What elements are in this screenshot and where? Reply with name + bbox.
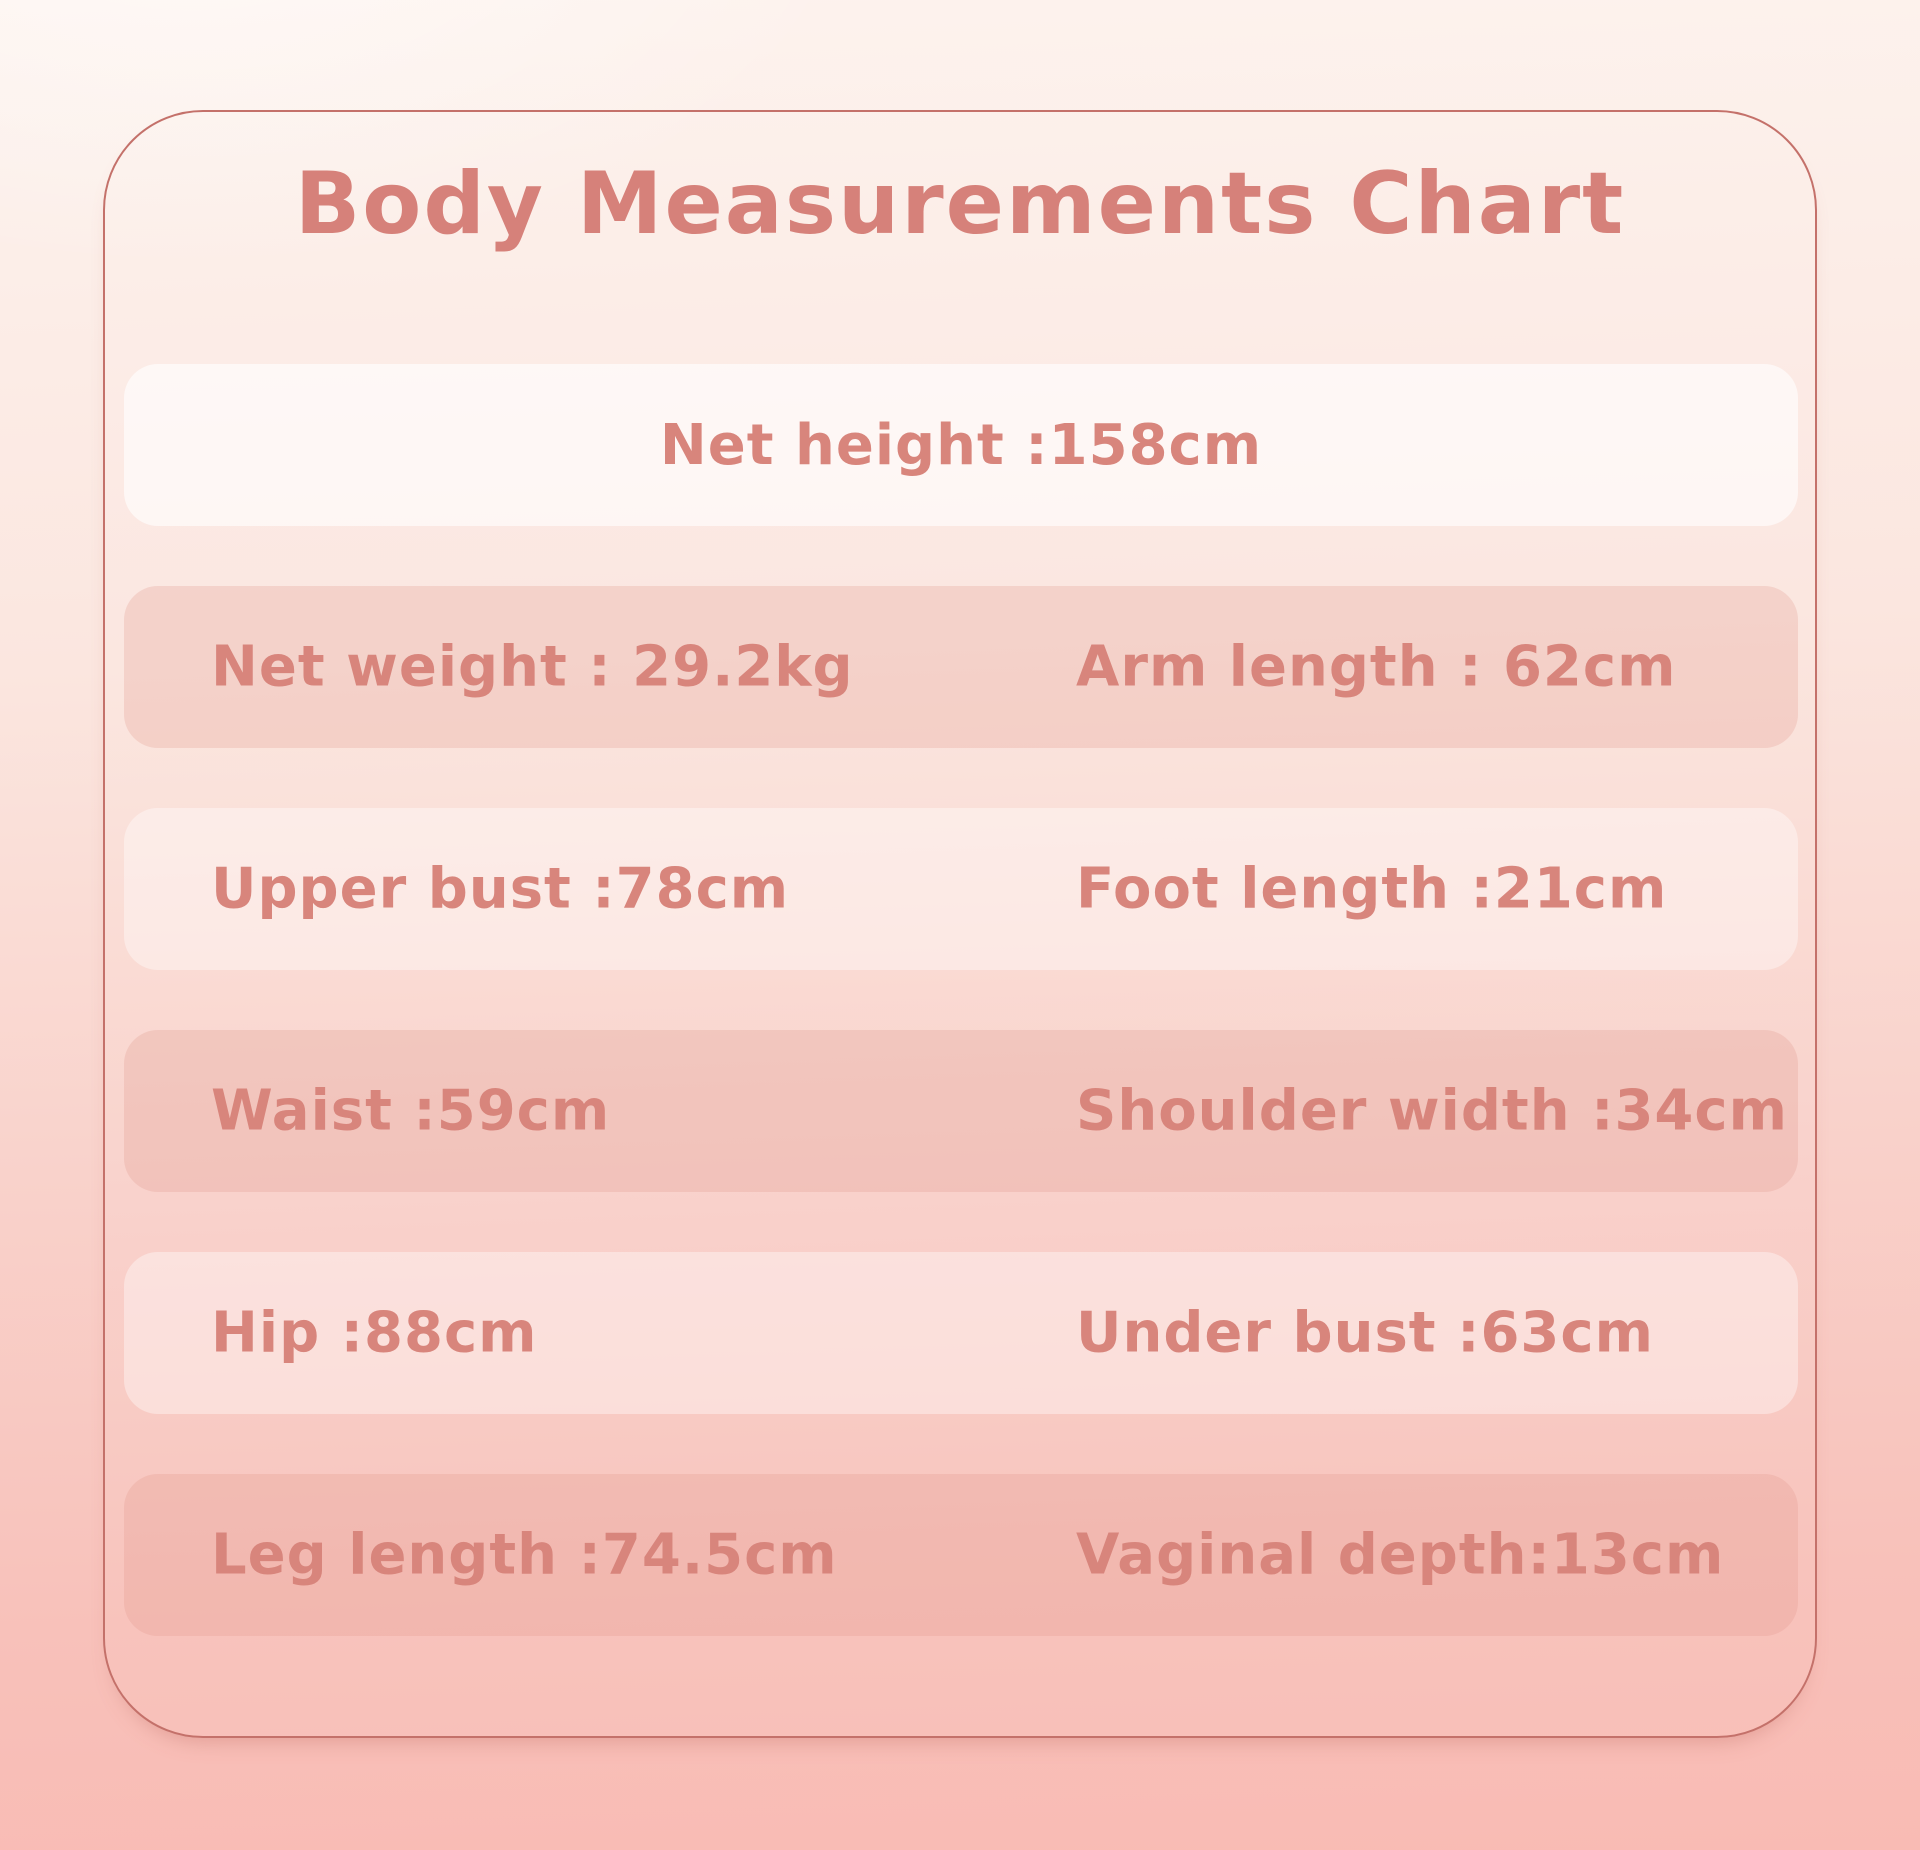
leg-length-value: Leg length :74.5cm <box>211 1522 838 1588</box>
under-bust-value: Under bust :63cm <box>1076 1300 1654 1366</box>
hip-value: Hip :88cm <box>211 1300 538 1366</box>
measurements-card: Body Measurements Chart Net height :158c… <box>103 110 1817 1738</box>
upper-bust-value: Upper bust :78cm <box>211 856 790 922</box>
waist-value: Waist :59cm <box>211 1078 611 1144</box>
vaginal-depth-value: Vaginal depth:13cm <box>1076 1522 1725 1588</box>
net-height-value: Net height :158cm <box>659 412 1263 478</box>
shoulder-width-value: Shoulder width :34cm <box>1076 1078 1788 1144</box>
foot-length-value: Foot length :21cm <box>1076 856 1668 922</box>
page-title: Body Measurements Chart <box>294 154 1626 254</box>
row-hip-underbust: Hip :88cm Under bust :63cm <box>124 1252 1798 1414</box>
measurements-rows: Net height :158cm Net weight : 29.2kg Ar… <box>124 364 1798 1636</box>
row-leglength-vaginaldepth: Leg length :74.5cm Vaginal depth:13cm <box>124 1474 1798 1636</box>
row-waist-shoulderwidth: Waist :59cm Shoulder width :34cm <box>124 1030 1798 1192</box>
net-weight-value: Net weight : 29.2kg <box>211 634 854 700</box>
row-weight-armlength: Net weight : 29.2kg Arm length : 62cm <box>124 586 1798 748</box>
row-net-height: Net height :158cm <box>124 364 1798 526</box>
row-upperbust-footlength: Upper bust :78cm Foot length :21cm <box>124 808 1798 970</box>
arm-length-value: Arm length : 62cm <box>1076 634 1677 700</box>
